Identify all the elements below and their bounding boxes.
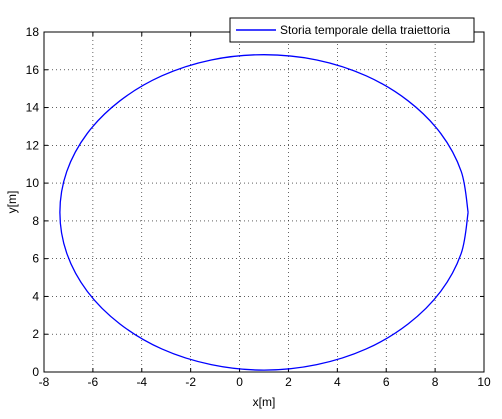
x-tick-label: -6 [88,375,99,389]
trajectory-line [59,54,469,371]
x-tick-label: 4 [334,375,341,389]
plot-area [44,32,484,372]
x-tick-label: 2 [285,375,292,389]
y-tick-label: 18 [26,25,40,39]
y-tick-label: 4 [32,289,39,303]
y-axis-label: y[m] [5,191,19,214]
y-tick-label: 12 [26,138,40,152]
x-tick-label: -8 [39,375,50,389]
y-tick-label: 14 [26,101,40,115]
x-tick-label: -2 [185,375,196,389]
x-axis-label: x[m] [253,395,276,409]
legend-label: Storia temporale della traiettoria [280,23,450,37]
y-tick-label: 0 [32,365,39,379]
x-tick-label: 8 [432,375,439,389]
x-tick-label: -4 [136,375,147,389]
y-tick-label: 6 [32,252,39,266]
y-tick-label: 2 [32,327,39,341]
legend: Storia temporale della traiettoria [229,17,475,43]
x-tick-label: 6 [383,375,390,389]
x-tick-label: 10 [477,375,491,389]
y-tick-label: 10 [26,176,40,190]
x-tick-label: 0 [236,375,243,389]
y-tick-label: 8 [32,214,39,228]
y-tick-label: 16 [26,63,40,77]
